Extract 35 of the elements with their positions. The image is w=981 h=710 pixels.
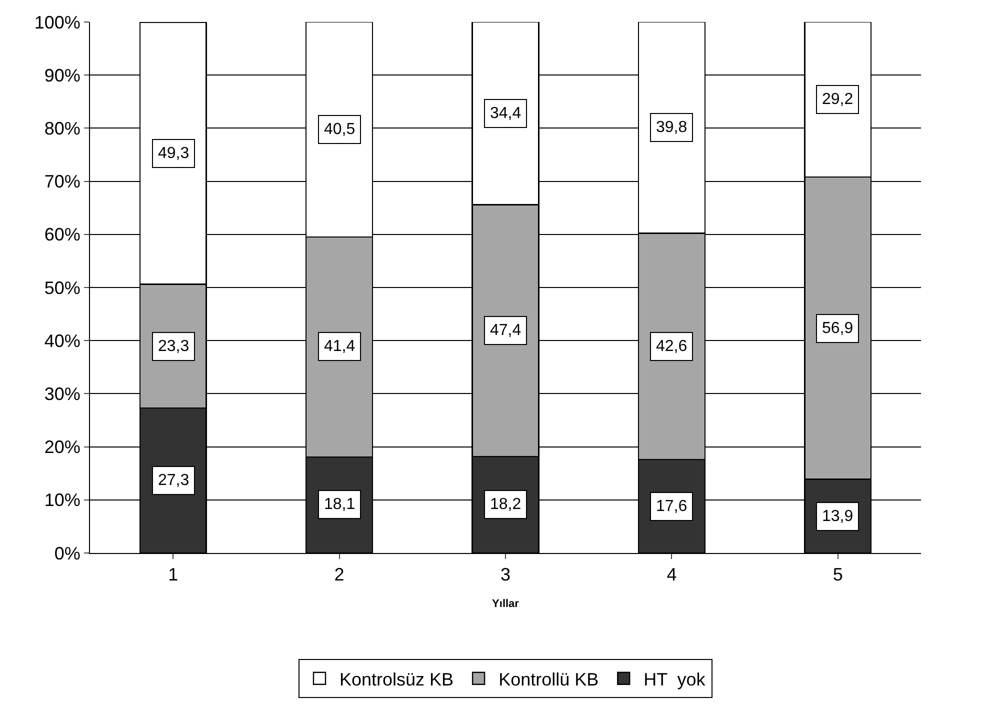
y-tick-label: 40%: [44, 330, 80, 351]
y-tick-label: 70%: [44, 172, 80, 192]
data-label: 18,1: [324, 496, 356, 513]
data-label: 34,4: [490, 105, 522, 122]
data-label: 49,3: [158, 145, 190, 162]
data-label: 40,5: [324, 121, 356, 138]
data-label: 13,9: [822, 508, 854, 525]
y-tick-label: 30%: [44, 384, 80, 404]
legend-label: Kontrollü KB: [498, 669, 599, 690]
data-label: 56,9: [822, 320, 854, 337]
x-tick-label: 4: [666, 564, 677, 585]
x-tick-label: 2: [334, 564, 344, 585]
data-label: 17,6: [656, 498, 688, 515]
x-tick-label: 3: [500, 564, 511, 585]
data-label: 18,2: [490, 496, 522, 513]
legend-label: HT yok: [644, 669, 706, 690]
y-tick-label: 0%: [54, 543, 80, 564]
y-tick-label: 60%: [44, 224, 80, 245]
data-label: 23,3: [158, 338, 190, 355]
x-axis-title: Yıllar: [492, 598, 520, 610]
y-tick-label: 80%: [44, 118, 80, 138]
y-tick-label: 20%: [44, 437, 80, 458]
data-label: 39,8: [656, 119, 688, 136]
data-label: 27,3: [158, 472, 190, 489]
x-tick-label: 1: [168, 564, 178, 585]
data-label: 41,4: [324, 338, 356, 355]
y-tick-label: 100%: [34, 12, 80, 32]
x-tick-label: 5: [832, 564, 843, 585]
data-label: 47,4: [490, 322, 522, 339]
legend-label: Kontrolsüz KB: [340, 669, 454, 690]
y-tick-label: 10%: [44, 490, 80, 510]
data-label: 42,6: [656, 338, 688, 355]
y-tick-label: 90%: [44, 65, 80, 86]
y-tick-label: 50%: [44, 278, 80, 298]
data-label: 29,2: [822, 91, 854, 108]
